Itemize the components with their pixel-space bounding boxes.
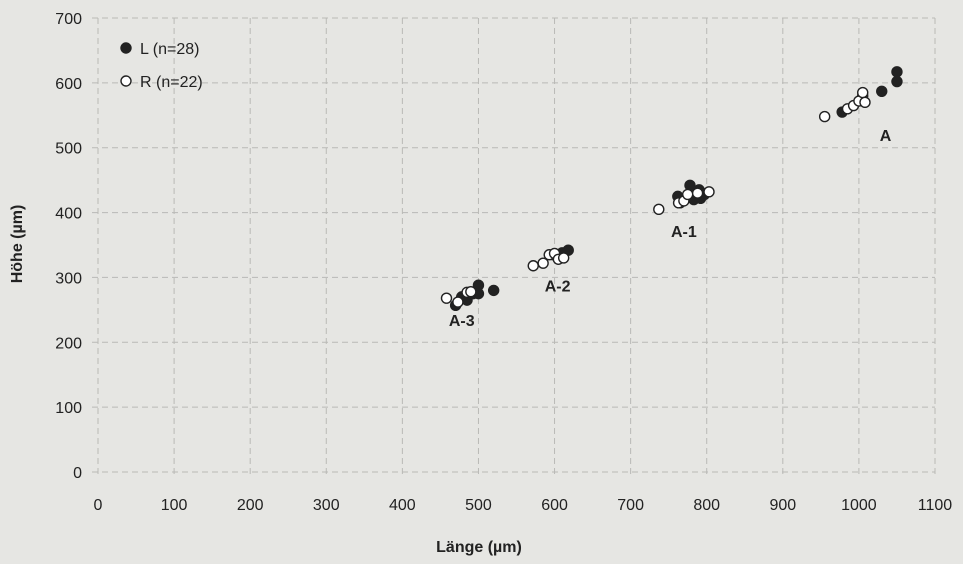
point-r: [527, 260, 539, 272]
legend: L (n=28) R (n=22): [120, 41, 203, 91]
data-points: [440, 66, 903, 312]
x-tick-label: 200: [237, 497, 264, 514]
point-r: [557, 252, 570, 264]
legend-label: L (n=28): [140, 41, 199, 58]
x-axis-title: Länge (µm): [436, 539, 522, 556]
point-r: [465, 285, 477, 298]
point-r: [857, 86, 869, 99]
x-tick-label: 400: [389, 497, 416, 514]
y-tick-label: 200: [55, 335, 82, 352]
y-tick-label: 100: [55, 400, 82, 417]
point-r: [682, 188, 694, 201]
point-l: [891, 66, 903, 78]
y-tick-label: 0: [73, 465, 82, 482]
point-r: [452, 296, 464, 308]
x-tick-label: 500: [465, 497, 492, 514]
point-l: [876, 85, 888, 97]
y-tick-label: 600: [55, 76, 82, 93]
point-r: [440, 292, 453, 304]
point-r: [691, 187, 704, 199]
y-axis-title: Höhe (µm): [9, 205, 26, 284]
x-tick-label: 1100: [918, 497, 953, 514]
cluster-label: A-3: [449, 313, 475, 330]
cluster-label: A-2: [545, 279, 571, 296]
cluster-label: A-1: [671, 224, 697, 241]
x-tick-label: 900: [769, 497, 796, 514]
x-tick-label: 300: [313, 497, 340, 514]
tick-labels: 0 100 200 300 400 500 600 700 0 100 200 300 400 500 60…: [55, 11, 952, 514]
point-r: [859, 96, 871, 109]
x-tick-label: 800: [693, 497, 720, 514]
point-l: [891, 75, 903, 88]
legend-marker-r: [120, 75, 132, 87]
x-tick-label: 700: [617, 497, 644, 514]
x-tick-label: 1000: [841, 497, 877, 514]
point-r: [703, 186, 715, 198]
y-tick-label: 500: [55, 141, 82, 158]
x-tick-label: 600: [541, 497, 568, 514]
y-tick-label: 300: [55, 270, 82, 287]
legend-marker-l: [120, 42, 132, 54]
point-r: [818, 110, 831, 123]
point-l: [487, 284, 500, 297]
annotations: A-3 A-2 A-1 A: [449, 128, 892, 330]
point-r: [537, 257, 549, 269]
legend-label: R (n=22): [140, 74, 203, 91]
y-tick-label: 700: [55, 11, 82, 28]
cluster-label: A: [880, 128, 892, 145]
y-tick-label: 400: [55, 206, 82, 223]
point-r: [653, 203, 665, 216]
x-tick-label: 100: [161, 497, 188, 514]
x-tick-label: 0: [94, 497, 103, 514]
grid: [92, 17, 936, 478]
